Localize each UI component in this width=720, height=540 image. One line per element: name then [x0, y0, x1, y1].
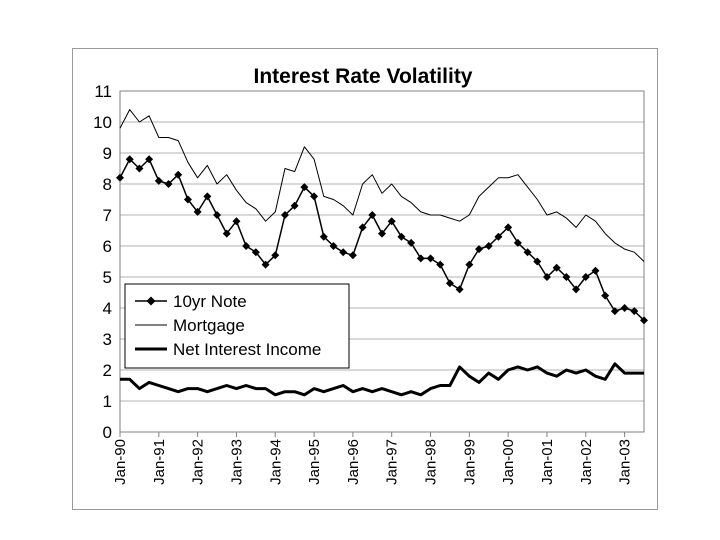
- data-point-10yr-note: [203, 192, 212, 201]
- data-point-10yr-note: [504, 223, 513, 232]
- data-point-10yr-note: [445, 279, 454, 288]
- x-tick-label: Jan-03: [617, 439, 634, 485]
- legend-box: [124, 283, 350, 369]
- data-point-10yr-note: [533, 257, 542, 266]
- y-axis: 0 1 2 3 4 5 6 7 8 9 10 11: [93, 82, 112, 442]
- x-tick-label: Jan-00: [500, 439, 517, 485]
- x-tick-label: Jan-99: [461, 439, 478, 485]
- data-point-10yr-note: [562, 273, 571, 281]
- data-point-10yr-note: [183, 195, 192, 204]
- data-point-10yr-note: [368, 211, 377, 219]
- data-point-10yr-note: [358, 223, 367, 232]
- data-point-10yr-note: [640, 316, 648, 325]
- data-point-10yr-note: [251, 248, 260, 257]
- x-tick-label: Jan-97: [384, 439, 401, 485]
- data-point-10yr-note: [116, 173, 124, 182]
- y-tick-label: 2: [103, 361, 112, 380]
- x-tick-label: Jan-90: [112, 439, 129, 485]
- chart-frame: Interest Rate Volatility 0 1 2 3 4 5 6 7 8 9 10 11 …: [72, 48, 658, 510]
- x-tick-label: Jan-02: [578, 439, 595, 485]
- data-point-10yr-note: [630, 307, 639, 316]
- data-point-10yr-note: [290, 201, 299, 210]
- x-tick-label: Jan-91: [151, 439, 168, 485]
- data-point-10yr-note: [125, 155, 134, 164]
- y-tick-label: 6: [103, 237, 112, 256]
- data-point-10yr-note: [416, 254, 425, 263]
- data-point-10yr-note: [601, 291, 610, 300]
- data-point-10yr-note: [610, 307, 619, 316]
- data-point-10yr-note: [436, 260, 445, 269]
- y-tick-label: 8: [103, 175, 112, 194]
- data-point-10yr-note: [154, 176, 163, 185]
- legend-label-10yr-note: 10yr Note: [173, 292, 247, 311]
- data-point-10yr-note: [222, 229, 231, 238]
- data-point-10yr-note: [455, 285, 464, 294]
- data-point-10yr-note: [300, 183, 309, 192]
- data-point-10yr-note: [572, 285, 581, 294]
- legend-label-mortgage: Mortgage: [173, 316, 245, 335]
- series-line-net-interest-income: [120, 362, 644, 397]
- y-tick-label: 0: [103, 423, 112, 442]
- data-point-10yr-note: [378, 229, 386, 238]
- chart-title: Interest Rate Volatility: [253, 65, 472, 88]
- y-tick-label: 11: [94, 82, 112, 101]
- series-layer: [116, 109, 648, 397]
- data-point-10yr-note: [329, 242, 338, 250]
- data-point-10yr-note: [319, 232, 328, 241]
- data-point-10yr-note: [484, 242, 493, 250]
- chart-svg: Interest Rate Volatility 01234567891011 …: [93, 65, 648, 485]
- data-point-10yr-note: [193, 207, 202, 216]
- data-point-10yr-note: [242, 242, 251, 250]
- data-point-10yr-note: [475, 245, 484, 254]
- data-point-10yr-note: [271, 251, 280, 260]
- data-point-10yr-note: [407, 238, 416, 247]
- data-point-10yr-note: [348, 251, 357, 260]
- legend-label-net-interest-income: Net Interest Income: [173, 340, 321, 359]
- x-tick-label: Jan-98: [423, 439, 440, 485]
- x-tick-label: Jan-01: [539, 439, 556, 485]
- data-point-10yr-note: [387, 217, 396, 226]
- data-point-10yr-note: [513, 238, 522, 247]
- data-point-10yr-note: [164, 180, 173, 188]
- data-point-10yr-note: [213, 211, 222, 219]
- data-point-10yr-note: [135, 164, 144, 173]
- data-point-10yr-note: [145, 155, 154, 164]
- y-tick-label: 10: [93, 113, 112, 132]
- data-point-10yr-note: [232, 217, 241, 226]
- x-axis: Jan-90 Jan-91 Jan-92 Jan-93 Jan-94 Jan-95 Jan-…: [112, 432, 634, 485]
- data-point-10yr-note: [523, 248, 532, 257]
- x-tick-label: Jan-96: [345, 439, 362, 485]
- series-line-mortgage: [119, 109, 645, 262]
- y-tick-label: 9: [103, 144, 112, 163]
- data-point-10yr-note: [542, 273, 551, 281]
- legend: 10yr Note Mortgage Net Interest Income: [124, 283, 350, 369]
- y-tick-label: 7: [103, 206, 112, 225]
- y-tick-label: 4: [103, 299, 112, 318]
- y-tick-label: 3: [103, 330, 112, 349]
- data-point-10yr-note: [494, 232, 503, 241]
- data-point-10yr-note: [591, 266, 600, 275]
- plot-area: [119, 90, 645, 433]
- x-tick-label: Jan-94: [267, 439, 284, 485]
- x-tick-label: Jan-93: [228, 439, 245, 485]
- y-tick-label: 5: [103, 268, 112, 287]
- data-point-10yr-note: [552, 263, 561, 272]
- data-point-10yr-note: [339, 248, 348, 257]
- data-point-10yr-note: [310, 192, 319, 201]
- data-point-10yr-note: [465, 260, 474, 269]
- y-tick-label: 1: [103, 392, 112, 411]
- data-point-10yr-note: [261, 260, 270, 269]
- data-point-10yr-note: [620, 304, 629, 312]
- data-point-10yr-note: [581, 273, 590, 281]
- legend-marker-10yr-note: [146, 296, 156, 306]
- x-tick-label: Jan-95: [306, 439, 323, 485]
- x-tick-label: Jan-92: [190, 439, 207, 485]
- data-point-10yr-note: [174, 170, 183, 179]
- data-point-10yr-note: [397, 232, 406, 241]
- data-point-10yr-note: [426, 254, 435, 263]
- data-point-10yr-note: [280, 211, 289, 219]
